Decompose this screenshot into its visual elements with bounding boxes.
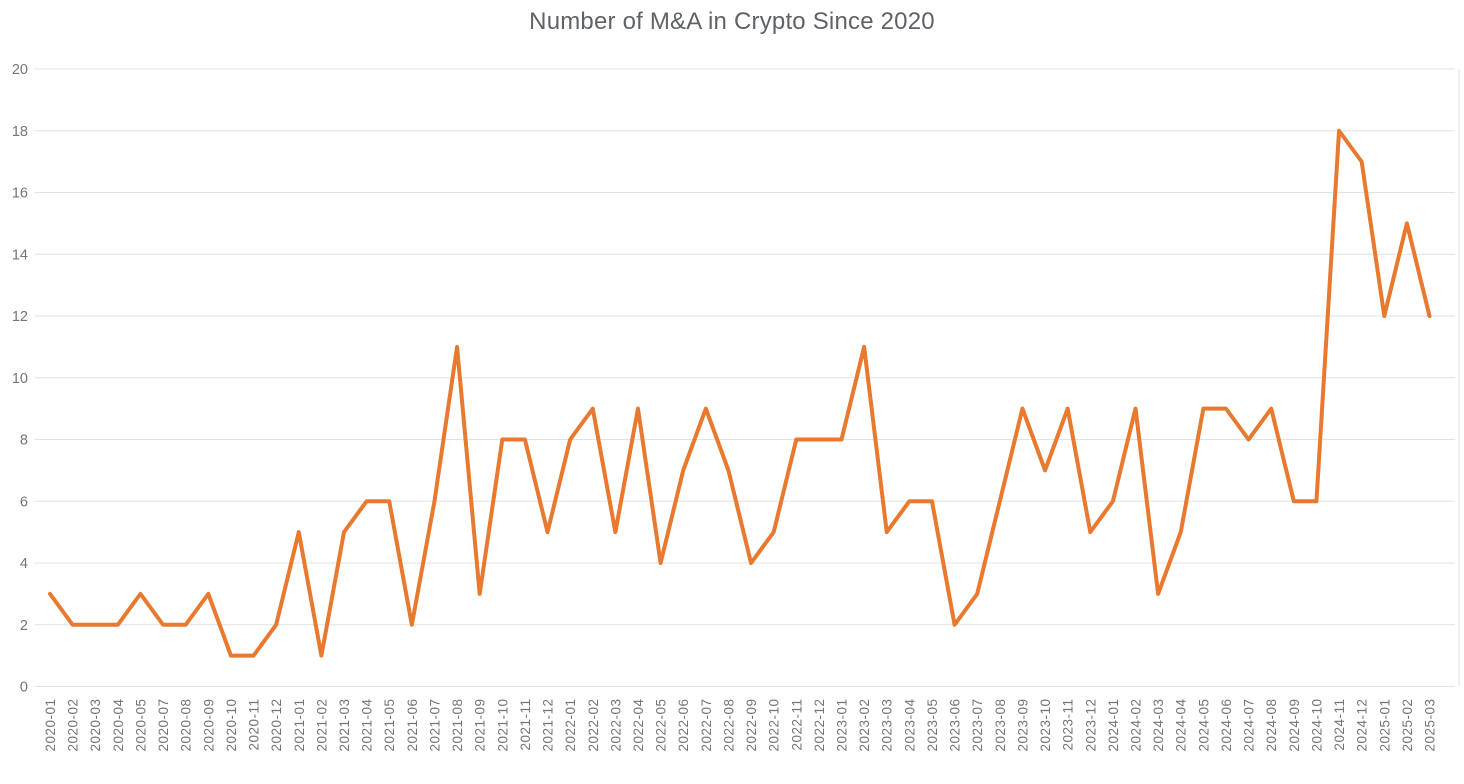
x-axis-tick-label: 2020-08 bbox=[179, 699, 194, 752]
chart-title: Number of M&A in Crypto Since 2020 bbox=[529, 8, 935, 35]
y-axis-tick-label: 10 bbox=[12, 371, 28, 387]
x-axis-tick-label: 2022-05 bbox=[654, 699, 669, 752]
x-axis-tick-label: 2024-11 bbox=[1332, 699, 1347, 751]
x-axis-tick-label: 2022-09 bbox=[744, 699, 759, 752]
x-axis-tick-label: 2021-11 bbox=[518, 699, 533, 751]
x-axis-tick-label: 2020-11 bbox=[247, 699, 262, 751]
data-line-series bbox=[48, 128, 1432, 658]
y-axis-tick-label: 20 bbox=[12, 62, 28, 78]
x-axis-tick-label: 2021-10 bbox=[495, 699, 510, 752]
x-axis-tick-label: 2023-03 bbox=[880, 699, 895, 752]
y-axis-tick-label: 14 bbox=[12, 247, 28, 263]
x-axis-tick-label: 2021-12 bbox=[541, 699, 556, 752]
x-axis-tick-label: 2021-07 bbox=[427, 699, 442, 752]
x-axis-tick-label: 2025-02 bbox=[1400, 699, 1415, 752]
x-axis-tick-label: 2021-06 bbox=[405, 699, 420, 752]
x-axis-tick-label: 2020-04 bbox=[111, 699, 126, 752]
x-axis-tick-label: 2020-03 bbox=[88, 699, 103, 752]
x-axis-tick-label: 2021-01 bbox=[292, 699, 307, 752]
x-axis-tick-label: 2023-12 bbox=[1083, 699, 1098, 752]
x-axis-tick-label: 2024-05 bbox=[1196, 699, 1211, 752]
x-axis-tick-label: 2024-02 bbox=[1129, 699, 1144, 752]
x-axis-tick-label: 2021-04 bbox=[360, 699, 375, 752]
x-axis-tick-label: 2020-07 bbox=[156, 699, 171, 752]
x-axis-tick-label: 2020-05 bbox=[133, 699, 148, 752]
x-axis-tick-label: 2022-11 bbox=[789, 699, 804, 751]
x-axis-tick-label: 2020-02 bbox=[66, 699, 81, 752]
x-axis-tick-label: 2021-08 bbox=[450, 699, 465, 752]
y-axis-tick-label: 4 bbox=[20, 556, 28, 572]
x-axis-tick-label: 2024-10 bbox=[1309, 699, 1324, 752]
x-axis-tick-label: 2021-05 bbox=[382, 699, 397, 752]
x-axis-tick-label: 2024-08 bbox=[1264, 699, 1279, 752]
x-axis-tick-label: 2020-09 bbox=[201, 699, 216, 752]
x-axis-tick-label: 2023-11 bbox=[1061, 699, 1076, 751]
x-axis-tick-label: 2021-03 bbox=[337, 699, 352, 752]
x-axis-tick-label: 2023-04 bbox=[902, 699, 917, 752]
x-axis-tick-label: 2023-02 bbox=[857, 699, 872, 752]
x-axis-tick-label: 2022-12 bbox=[812, 699, 827, 752]
y-axis-tick-label: 16 bbox=[12, 186, 28, 202]
x-axis-tick-label: 2023-01 bbox=[835, 699, 850, 752]
x-axis-tick-label: 2024-07 bbox=[1242, 699, 1257, 752]
y-axis-tick-label: 8 bbox=[20, 433, 28, 449]
x-axis-tick-label: 2022-07 bbox=[699, 699, 714, 752]
x-axis-tick-label: 2022-06 bbox=[676, 699, 691, 752]
x-axis-tick-label: 2024-04 bbox=[1174, 699, 1189, 752]
x-axis-tick-label: 2024-06 bbox=[1219, 699, 1234, 752]
x-axis-tick-label: 2023-07 bbox=[970, 698, 985, 751]
x-axis-tick-label: 2020-12 bbox=[269, 699, 284, 752]
y-axis-tick-label: 6 bbox=[20, 494, 28, 510]
x-axis-tick-label: 2020-01 bbox=[43, 699, 58, 752]
x-axis-tick-label: 2023-05 bbox=[925, 699, 940, 752]
x-axis-tick-label: 2023-10 bbox=[1038, 699, 1053, 752]
y-axis-tick-label: 2 bbox=[20, 618, 28, 634]
x-axis-tick-label: 2024-01 bbox=[1106, 699, 1121, 752]
x-axis-tick-label: 2022-04 bbox=[631, 699, 646, 752]
x-axis-tick-label: 2021-02 bbox=[314, 699, 329, 752]
x-axis-tick-label: 2020-10 bbox=[224, 699, 239, 752]
x-axis-tick-label: 2022-02 bbox=[586, 699, 601, 752]
x-axis-tick-label: 2021-09 bbox=[473, 699, 488, 752]
x-axis-tick-label: 2023-09 bbox=[1015, 699, 1030, 752]
x-axis-tick-label: 2024-12 bbox=[1355, 699, 1370, 752]
x-axis-tick-label: 2022-03 bbox=[608, 699, 623, 752]
x-axis-tick-label: 2023-06 bbox=[948, 699, 963, 752]
x-axis-tick-label: 2023-08 bbox=[993, 699, 1008, 752]
x-axis-tick-label: 2024-03 bbox=[1151, 699, 1166, 752]
y-axis-tick-label: 0 bbox=[20, 680, 28, 696]
y-axis-tick-label: 18 bbox=[12, 124, 28, 140]
x-axis-tick-label: 2022-01 bbox=[563, 699, 578, 752]
x-axis-tick-label: 2024-09 bbox=[1287, 699, 1302, 752]
x-axis-tick-label: 2025-03 bbox=[1423, 699, 1438, 752]
x-axis-tick-label: 2022-10 bbox=[767, 699, 782, 752]
y-axis-tick-label: 12 bbox=[12, 309, 28, 325]
x-axis-tick-label: 2022-08 bbox=[721, 699, 736, 752]
x-axis-tick-label: 2025-01 bbox=[1377, 699, 1392, 752]
